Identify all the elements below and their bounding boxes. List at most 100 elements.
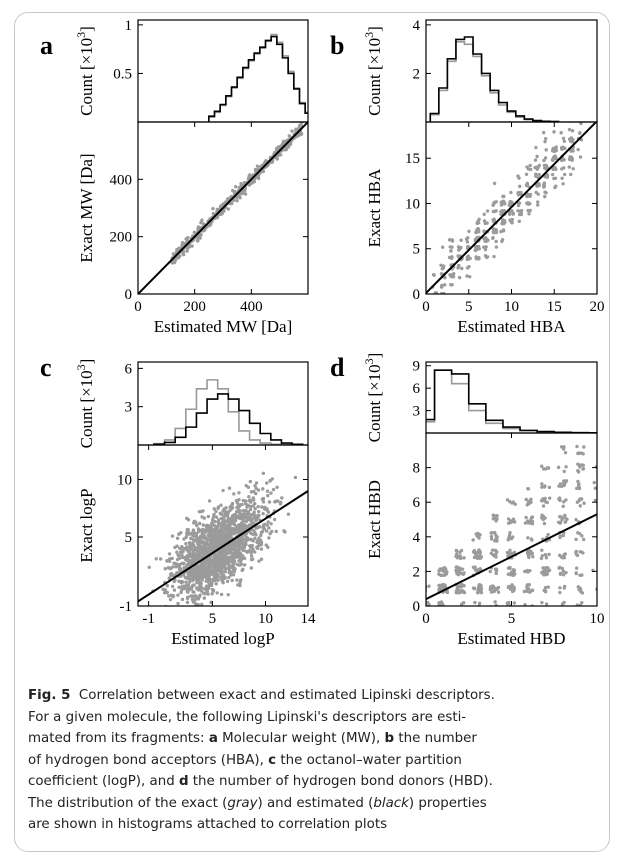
x-axis-title: Estimated HBD (457, 629, 565, 648)
data-point (239, 513, 243, 517)
data-point (462, 571, 466, 575)
panel-letter: a (40, 31, 53, 60)
data-point (249, 551, 253, 555)
data-point (574, 550, 578, 555)
data-point (168, 566, 172, 571)
data-point (450, 283, 454, 287)
data-point (268, 478, 273, 483)
data-point (203, 542, 208, 547)
data-point (244, 542, 248, 547)
data-point (264, 543, 268, 547)
data-point (558, 590, 562, 595)
data-point (216, 524, 220, 528)
data-point (442, 607, 445, 610)
data-point (513, 520, 517, 524)
data-point (230, 578, 234, 583)
data-point (565, 517, 569, 521)
data-point (276, 499, 280, 503)
data-point (179, 579, 183, 584)
data-point (562, 483, 567, 487)
data-point (195, 239, 200, 243)
data-point (265, 489, 270, 493)
data-point (561, 569, 566, 573)
data-point (266, 493, 270, 498)
data-point (457, 275, 462, 280)
data-point (472, 548, 477, 553)
data-point (222, 576, 226, 581)
data-point (460, 588, 464, 593)
data-point (212, 512, 216, 517)
data-point (421, 587, 424, 590)
data-point (560, 606, 563, 609)
data-point (560, 158, 564, 162)
data-point (482, 229, 486, 233)
data-point (456, 266, 460, 270)
caption-line-6: The distribution of the exact (gray) and… (28, 793, 598, 815)
data-point (560, 167, 564, 171)
histogram-frame (137, 361, 309, 446)
data-point (553, 185, 557, 190)
data-point (165, 559, 169, 563)
data-point (168, 572, 173, 577)
caption-text: The distribution of the exact ( (28, 795, 228, 811)
data-point (232, 548, 236, 552)
data-point (510, 217, 514, 222)
data-point (456, 607, 459, 610)
data-point (524, 497, 528, 502)
x-tick-label: 15 (547, 299, 562, 315)
panel-letter: d (330, 353, 345, 382)
data-point (421, 604, 424, 607)
data-point (200, 568, 204, 572)
y-axis-title: Exact logP (77, 488, 96, 562)
data-point (256, 515, 260, 519)
data-point (220, 203, 224, 207)
data-point (190, 541, 195, 546)
data-point (170, 261, 174, 265)
data-point (517, 176, 521, 180)
data-point (175, 606, 178, 609)
data-point (523, 603, 527, 606)
data-point (422, 606, 425, 609)
data-point (465, 274, 469, 278)
data-point (454, 554, 459, 559)
data-point (561, 447, 566, 451)
data-point (537, 172, 541, 177)
data-point (287, 134, 292, 138)
data-point (524, 515, 528, 520)
data-point (477, 567, 481, 572)
data-point (484, 245, 488, 249)
data-point (507, 607, 510, 610)
data-point (252, 513, 257, 518)
data-point (213, 578, 217, 583)
hist-y-axis-title-exp: 3 (362, 32, 376, 38)
data-point (563, 520, 567, 524)
data-point (422, 587, 425, 590)
data-point (229, 528, 233, 532)
data-point (457, 591, 461, 595)
data-point (207, 527, 211, 531)
data-point (224, 554, 228, 559)
data-point (512, 585, 516, 589)
data-point (432, 273, 436, 277)
data-point (575, 444, 579, 449)
data-point (175, 550, 179, 554)
data-point (543, 568, 547, 573)
data-point (198, 584, 202, 588)
hist-y-tick-label: 3 (413, 404, 421, 420)
data-point (512, 588, 516, 592)
data-point (209, 583, 214, 588)
data-point (523, 569, 527, 574)
data-point (201, 533, 205, 538)
data-point (478, 608, 481, 611)
data-point (467, 229, 471, 233)
data-point (443, 294, 446, 297)
data-point (255, 164, 260, 168)
histogram-exact (429, 41, 560, 122)
data-point (530, 515, 534, 520)
data-point (580, 601, 584, 605)
data-point (204, 584, 209, 588)
x-tick-label: 200 (183, 299, 206, 315)
data-point (544, 602, 549, 606)
x-axis-title: Estimated logP (171, 629, 274, 648)
data-point (477, 244, 481, 249)
